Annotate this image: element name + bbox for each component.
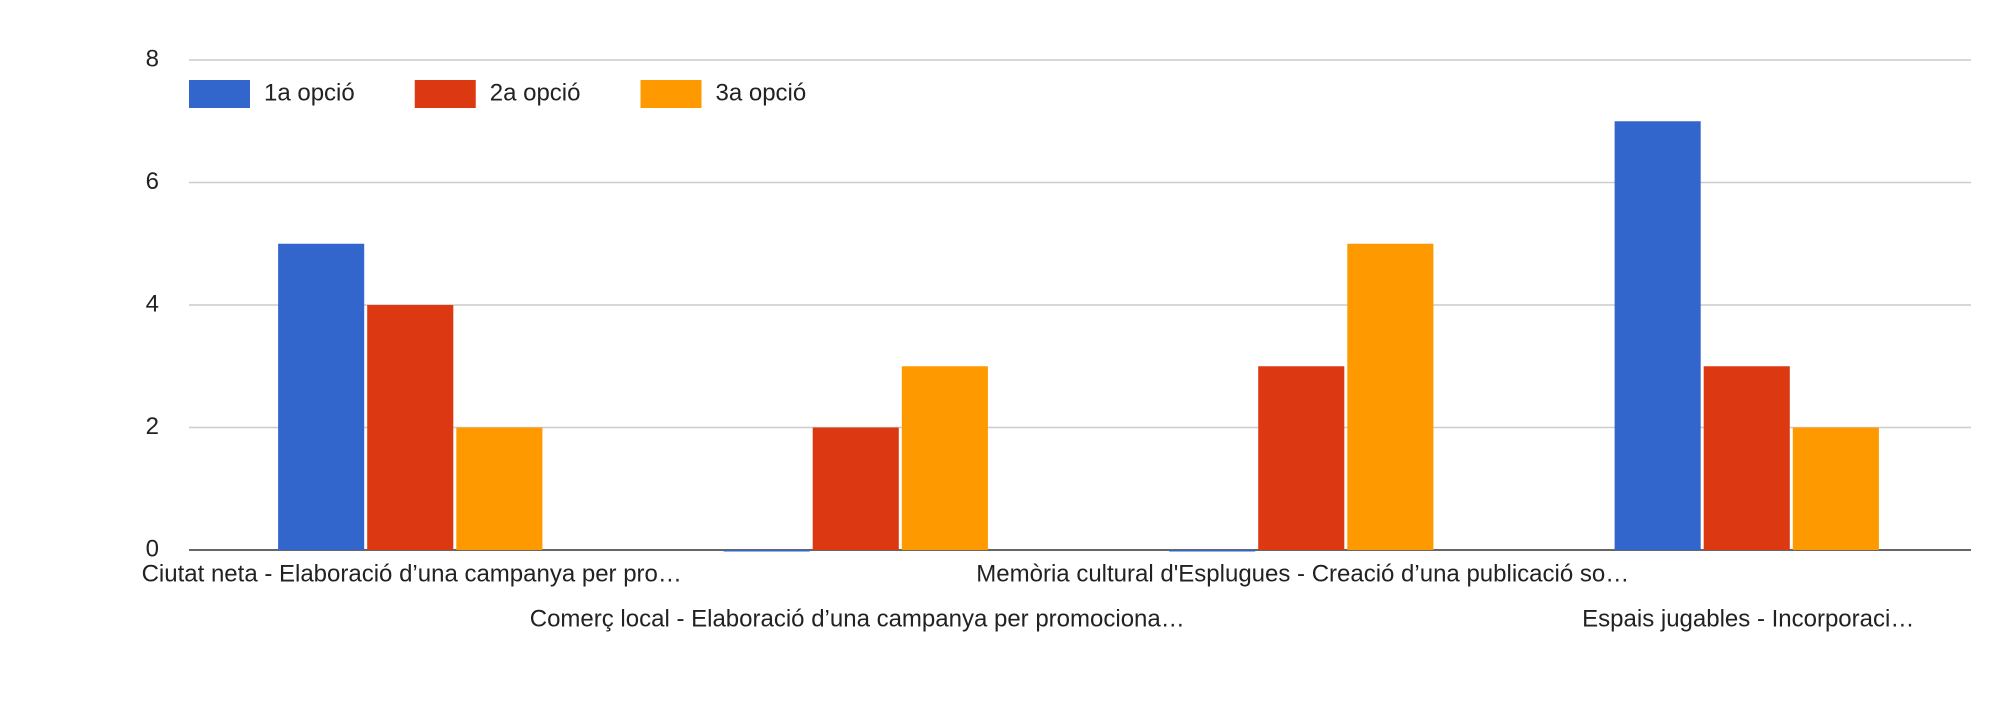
bar — [1258, 366, 1345, 550]
bar — [456, 427, 543, 550]
y-tick-label: 6 — [146, 168, 159, 195]
bar — [1614, 121, 1701, 550]
bar — [1169, 550, 1256, 552]
bar — [278, 243, 365, 550]
legend-label: 1a opció — [264, 79, 355, 106]
y-tick-label: 0 — [146, 535, 159, 562]
y-tick-label: 4 — [146, 290, 159, 317]
x-tick-label: Memòria cultural d'Esplugues - Creació d… — [976, 560, 1629, 587]
legend-swatch — [414, 80, 476, 108]
x-tick-label: Ciutat neta - Elaboració d’una campanya … — [142, 560, 682, 587]
legend-swatch — [189, 80, 250, 108]
bar — [723, 550, 810, 552]
bar — [1792, 427, 1879, 550]
legend-label: 3a opció — [716, 79, 807, 106]
bar — [812, 427, 899, 550]
x-tick-label: Comerç local - Elaboració d’una campanya… — [530, 605, 1185, 632]
legend-label: 2a opció — [490, 79, 581, 106]
bar — [1703, 366, 1790, 550]
x-tick-label: Espais jugables - Incorporaci… — [1582, 605, 1914, 632]
y-tick-label: 8 — [146, 45, 159, 72]
bar — [1347, 243, 1434, 550]
bar — [901, 366, 988, 550]
bar — [367, 305, 454, 550]
legend-swatch — [640, 80, 702, 108]
y-tick-label: 2 — [146, 413, 159, 440]
